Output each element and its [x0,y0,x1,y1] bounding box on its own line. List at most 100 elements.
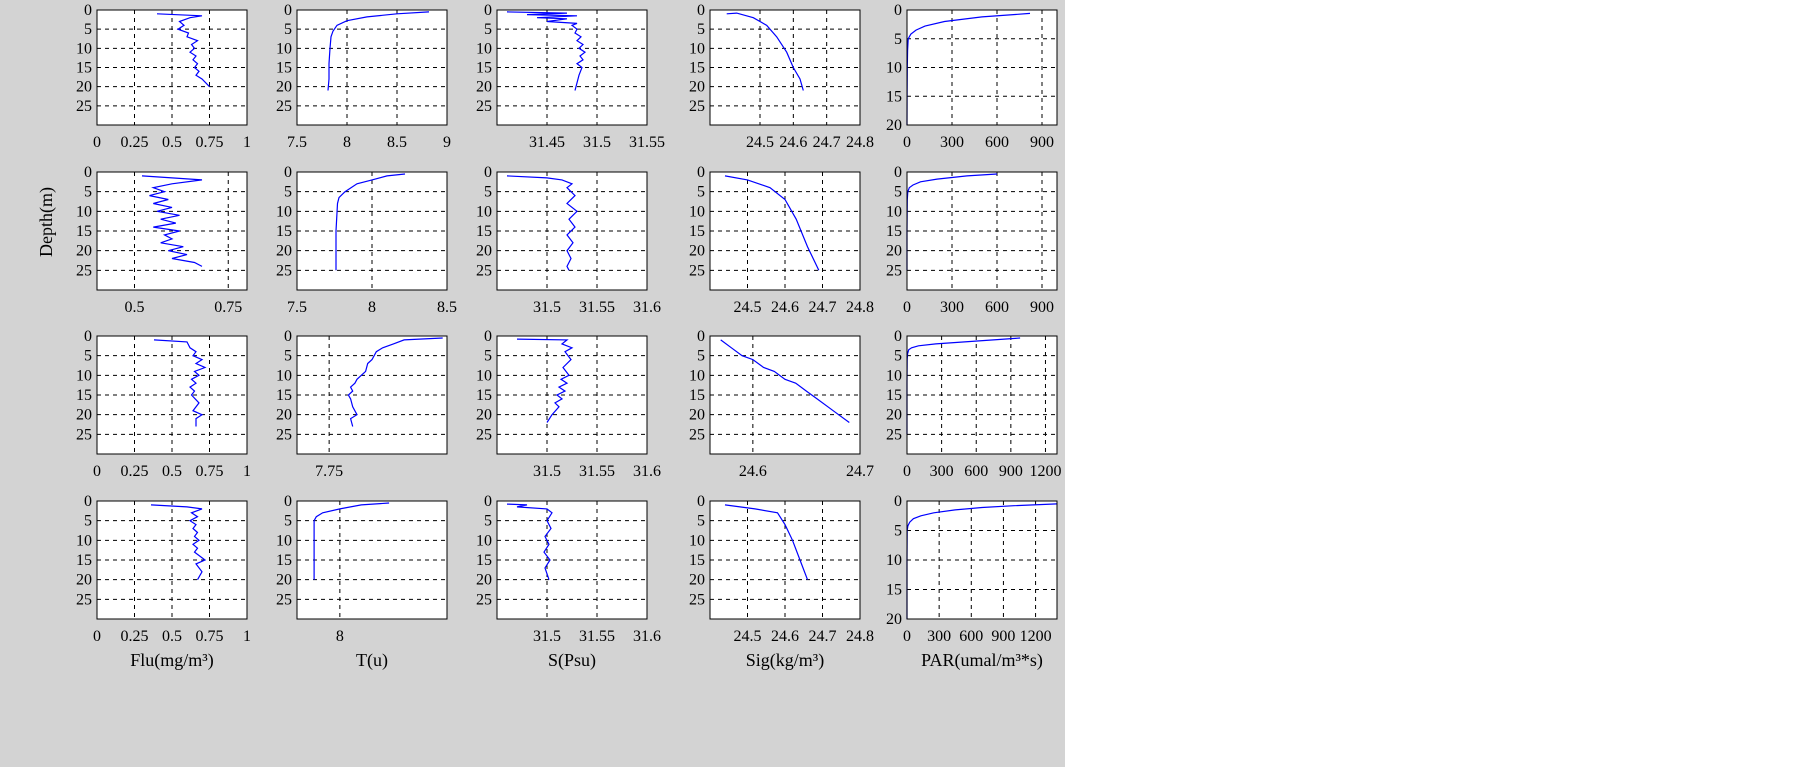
y-tick-label: 15 [689,387,705,404]
x-tick-label: 0.25 [121,628,149,645]
y-tick-label: 0 [84,493,92,510]
y-tick-label: 5 [284,348,292,365]
y-tick-label: 0 [284,2,292,19]
x-tick-label: 31.55 [629,134,665,151]
y-tick-label: 5 [894,348,902,365]
x-tick-label: 24.7 [813,134,841,151]
y-tick-label: 15 [76,223,92,240]
x-tick-label: 0.5 [125,299,145,316]
y-tick-label: 25 [76,426,92,443]
y-tick-label: 20 [886,117,902,134]
profile-line-r4c2 [313,502,390,580]
y-tick-label: 10 [886,203,902,220]
panel-r2c3: 31.5 31.55 31.6 0 5 10 15 20 25 [476,164,661,316]
y-tick-label: 20 [689,79,705,96]
y-tick-label: 15 [476,387,492,404]
x-tick-label: 0.5 [162,134,182,151]
y-tick-label: 0 [697,164,705,181]
x-tick-label: 900 [1030,134,1054,151]
axes-frame [496,171,648,291]
x-tick-label: 0 [93,628,101,645]
y-tick-label: 20 [76,79,92,96]
x-tick-label: 24.5 [734,299,762,316]
x-tick-label: 300 [930,463,954,480]
y-tick-label: 25 [476,98,492,115]
y-tick-label: 0 [84,164,92,181]
axes-frame [906,500,1058,620]
y-tick-label: 0 [697,2,705,19]
profile-line-r2c4 [724,175,820,271]
panel-r3c5: 0 300 600 900 1200 0 5 10 15 20 25 [886,328,1061,480]
x-tick-label: 900 [999,463,1023,480]
y-tick-label: 0 [284,493,292,510]
x-tick-label: 7.5 [287,134,307,151]
y-tick-label: 15 [886,223,902,240]
axes-frame [296,500,448,620]
column-xlabel-5: PAR(umal/m³*s) [921,650,1043,671]
y-tick-label: 25 [886,262,902,279]
x-tick-label: 0 [903,463,911,480]
y-tick-label: 20 [276,243,292,260]
profile-line-r2c1 [141,175,203,267]
axes-frame [496,500,648,620]
x-tick-label: 31.55 [579,299,615,316]
panel-r4c2: 8 0 5 10 15 20 25 [276,493,448,645]
y-tick-label: 15 [76,552,92,569]
y-tick-label: 10 [276,367,292,384]
y-tick-label: 5 [484,184,492,201]
panel-r3c4: 24.6 24.7 0 5 10 15 20 25 [689,328,874,480]
x-tick-label: 24.6 [739,463,767,480]
y-tick-label: 0 [484,328,492,345]
y-tick-label: 0 [484,2,492,19]
column-xlabels: Flu(mg/m³) T(u) S(Psu) Sig(kg/m³) PAR(umal/m… [130,650,1043,671]
x-tick-label: 7.5 [287,299,307,316]
y-tick-label: 0 [894,164,902,181]
axes-frame [296,171,448,291]
profile-line-r3c2 [347,337,443,427]
y-tick-label: 15 [276,60,292,77]
panel-r2c4: 24.5 24.6 24.7 24.8 0 5 10 15 20 25 [689,164,874,316]
x-tick-label: 8 [336,628,344,645]
y-tick-label: 10 [276,40,292,57]
x-tick-label: 31.55 [579,463,615,480]
x-tick-label: 24.8 [846,299,874,316]
profile-line-r4c4 [724,504,809,580]
y-tick-label: 25 [276,98,292,115]
x-tick-label: 1 [243,134,251,151]
axes-frame [96,171,248,291]
axes-frame [96,500,248,620]
y-tick-label: 0 [84,328,92,345]
y-tick-label: 25 [476,262,492,279]
panel-r1c4: 24.5 24.6 24.7 24.8 0 5 10 15 20 25 [689,2,874,151]
y-tick-label: 10 [689,203,705,220]
y-tick-label: 15 [886,582,902,599]
profile-line-r1c3 [506,11,587,91]
x-tick-label: 31.5 [533,463,561,480]
y-tick-label: 20 [276,407,292,424]
x-tick-label: 600 [959,628,983,645]
y-tick-label: 5 [484,513,492,530]
y-tick-label: 15 [276,387,292,404]
y-tick-label: 5 [894,31,902,48]
axes-frame [709,171,861,291]
y-tick-label: 20 [476,407,492,424]
x-tick-label: 0 [903,628,911,645]
axes-frame [96,9,248,126]
y-tick-label: 25 [689,262,705,279]
y-tick-label: 20 [476,243,492,260]
y-tick-label: 5 [284,513,292,530]
x-tick-label: 300 [927,628,951,645]
x-tick-label: 24.8 [846,628,874,645]
y-tick-label: 15 [476,552,492,569]
x-tick-label: 600 [985,134,1009,151]
profile-line-r1c2 [327,11,430,91]
profile-line-r3c3 [516,338,574,423]
y-tick-label: 10 [886,60,902,77]
y-tick-label: 20 [886,611,902,628]
y-tick-label: 10 [886,552,902,569]
x-tick-label: 24.6 [779,134,807,151]
y-tick-label: 5 [697,513,705,530]
y-tick-label: 5 [484,21,492,38]
x-tick-label: 0.5 [162,628,182,645]
x-tick-label: 1 [243,463,251,480]
